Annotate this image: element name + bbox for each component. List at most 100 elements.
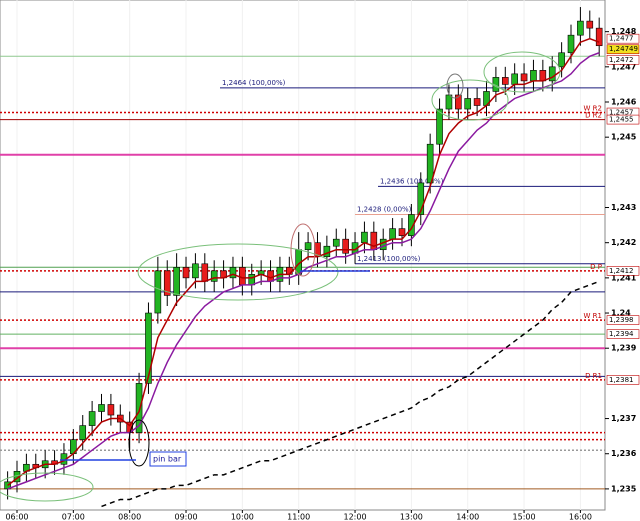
candle-body xyxy=(408,214,415,236)
price-tag-label: 1,24749 xyxy=(609,45,638,53)
price-tag xyxy=(606,54,640,65)
candle-body xyxy=(426,143,434,184)
candle-body xyxy=(88,411,96,426)
candle-body xyxy=(417,182,425,215)
ellipse xyxy=(431,79,509,121)
x-tick-label: 07:00 xyxy=(62,513,85,521)
candle-body xyxy=(304,242,312,251)
candle-body xyxy=(173,267,180,296)
price-tag-label: 1,2457 xyxy=(609,109,634,117)
level-label: 1,2436 (100,00%) xyxy=(380,177,444,185)
ellipse xyxy=(0,472,94,502)
candle-body xyxy=(436,108,443,145)
ellipse xyxy=(483,51,561,93)
y-tick-label: 1,24 xyxy=(611,309,631,318)
x-tick-label: 10:00 xyxy=(231,513,254,521)
level-name: D P xyxy=(590,263,602,271)
candle-body xyxy=(455,94,462,110)
candle-body xyxy=(361,231,368,243)
candle-body xyxy=(530,70,537,82)
price-tag xyxy=(606,33,640,44)
candle-body xyxy=(501,77,509,85)
candle-body xyxy=(398,228,406,236)
y-tick-label: 1,245 xyxy=(611,133,637,142)
candle-body xyxy=(229,267,237,279)
candle-body xyxy=(323,245,331,258)
candle-body xyxy=(182,267,190,279)
candle-body xyxy=(135,383,143,433)
price-tag xyxy=(606,329,640,339)
price-tag xyxy=(606,315,640,325)
candle-body xyxy=(163,270,171,296)
y-tick-label: 1,236 xyxy=(611,449,637,458)
y-tick-label: 1,248 xyxy=(611,27,637,36)
level-label: 1,2428 (0,00%) xyxy=(357,206,412,214)
indicator-line xyxy=(101,280,600,508)
price-tag xyxy=(606,266,640,276)
level-label: 1,2464 (100,00%) xyxy=(222,79,286,87)
plot-frame xyxy=(0,0,606,511)
candle-body xyxy=(473,98,481,106)
x-tick-label: 08:00 xyxy=(118,513,141,521)
x-tick-label: 15:00 xyxy=(513,513,536,521)
x-tick-label: 16:00 xyxy=(569,513,592,521)
price-tag-label: 1,2398 xyxy=(609,316,634,324)
candle-body xyxy=(567,34,575,54)
level-name: W R1 xyxy=(584,312,602,320)
annotations: pin bar xyxy=(0,51,561,502)
candle-body xyxy=(239,267,246,286)
y-tick-label: 1,235 xyxy=(611,484,637,493)
ellipse xyxy=(290,223,316,277)
price-tag-label: 1,2477 xyxy=(609,35,634,43)
candle-body xyxy=(464,98,472,110)
annotation: pin bar xyxy=(153,455,182,464)
level-name: W R2 xyxy=(584,105,602,113)
candle-body xyxy=(107,404,115,416)
price-tag-label: 1,2472 xyxy=(609,56,634,64)
ellipse xyxy=(137,243,339,301)
candle-body xyxy=(192,263,199,279)
candle-body xyxy=(370,231,378,251)
indicator-line xyxy=(7,37,600,486)
y-tick-label: 1,243 xyxy=(611,203,636,212)
x-tick-label: 09:00 xyxy=(174,513,197,521)
y-tick-label: 1,239 xyxy=(611,344,637,353)
y-tick-label: 1,237 xyxy=(611,414,636,423)
y-tick-label: 1,247 xyxy=(611,62,636,71)
candle-body xyxy=(511,73,518,85)
x-tick-label: 14:00 xyxy=(456,513,479,521)
candle-body xyxy=(201,263,209,282)
candle-body xyxy=(210,270,218,282)
level-name: D R1 xyxy=(585,372,602,380)
y-tick-label: 1,242 xyxy=(611,238,636,247)
level-label: 1,2413 (100,00%) xyxy=(357,255,421,263)
candle-body xyxy=(520,73,528,82)
price-tag xyxy=(606,375,640,385)
price-tag-label: 1,2412 xyxy=(609,267,634,275)
candle-body xyxy=(548,66,556,82)
candle-body xyxy=(154,270,162,314)
y-tick-label: 1,241 xyxy=(611,273,637,282)
price-tag-label: 1,2455 xyxy=(609,116,634,124)
candle-body xyxy=(389,228,396,240)
y-tick-label: 1,246 xyxy=(611,98,637,107)
candle-body xyxy=(145,312,152,384)
candle-body xyxy=(558,52,565,68)
x-tick-label: 06:00 xyxy=(5,513,28,521)
candle-body xyxy=(379,238,387,251)
candle-body xyxy=(577,20,584,36)
x-tick-label: 12:00 xyxy=(344,513,367,521)
price-tag xyxy=(606,114,640,125)
x-tick-label: 13:00 xyxy=(400,513,423,521)
candle-body xyxy=(445,94,453,110)
candle-body xyxy=(586,20,594,29)
candle-body xyxy=(595,27,603,47)
candle-body xyxy=(342,238,349,254)
price-tag-label: 1,2381 xyxy=(609,376,634,384)
annotation-box xyxy=(149,451,187,467)
candle-body xyxy=(79,425,87,440)
candle-body xyxy=(332,238,340,247)
ellipse xyxy=(128,419,150,467)
